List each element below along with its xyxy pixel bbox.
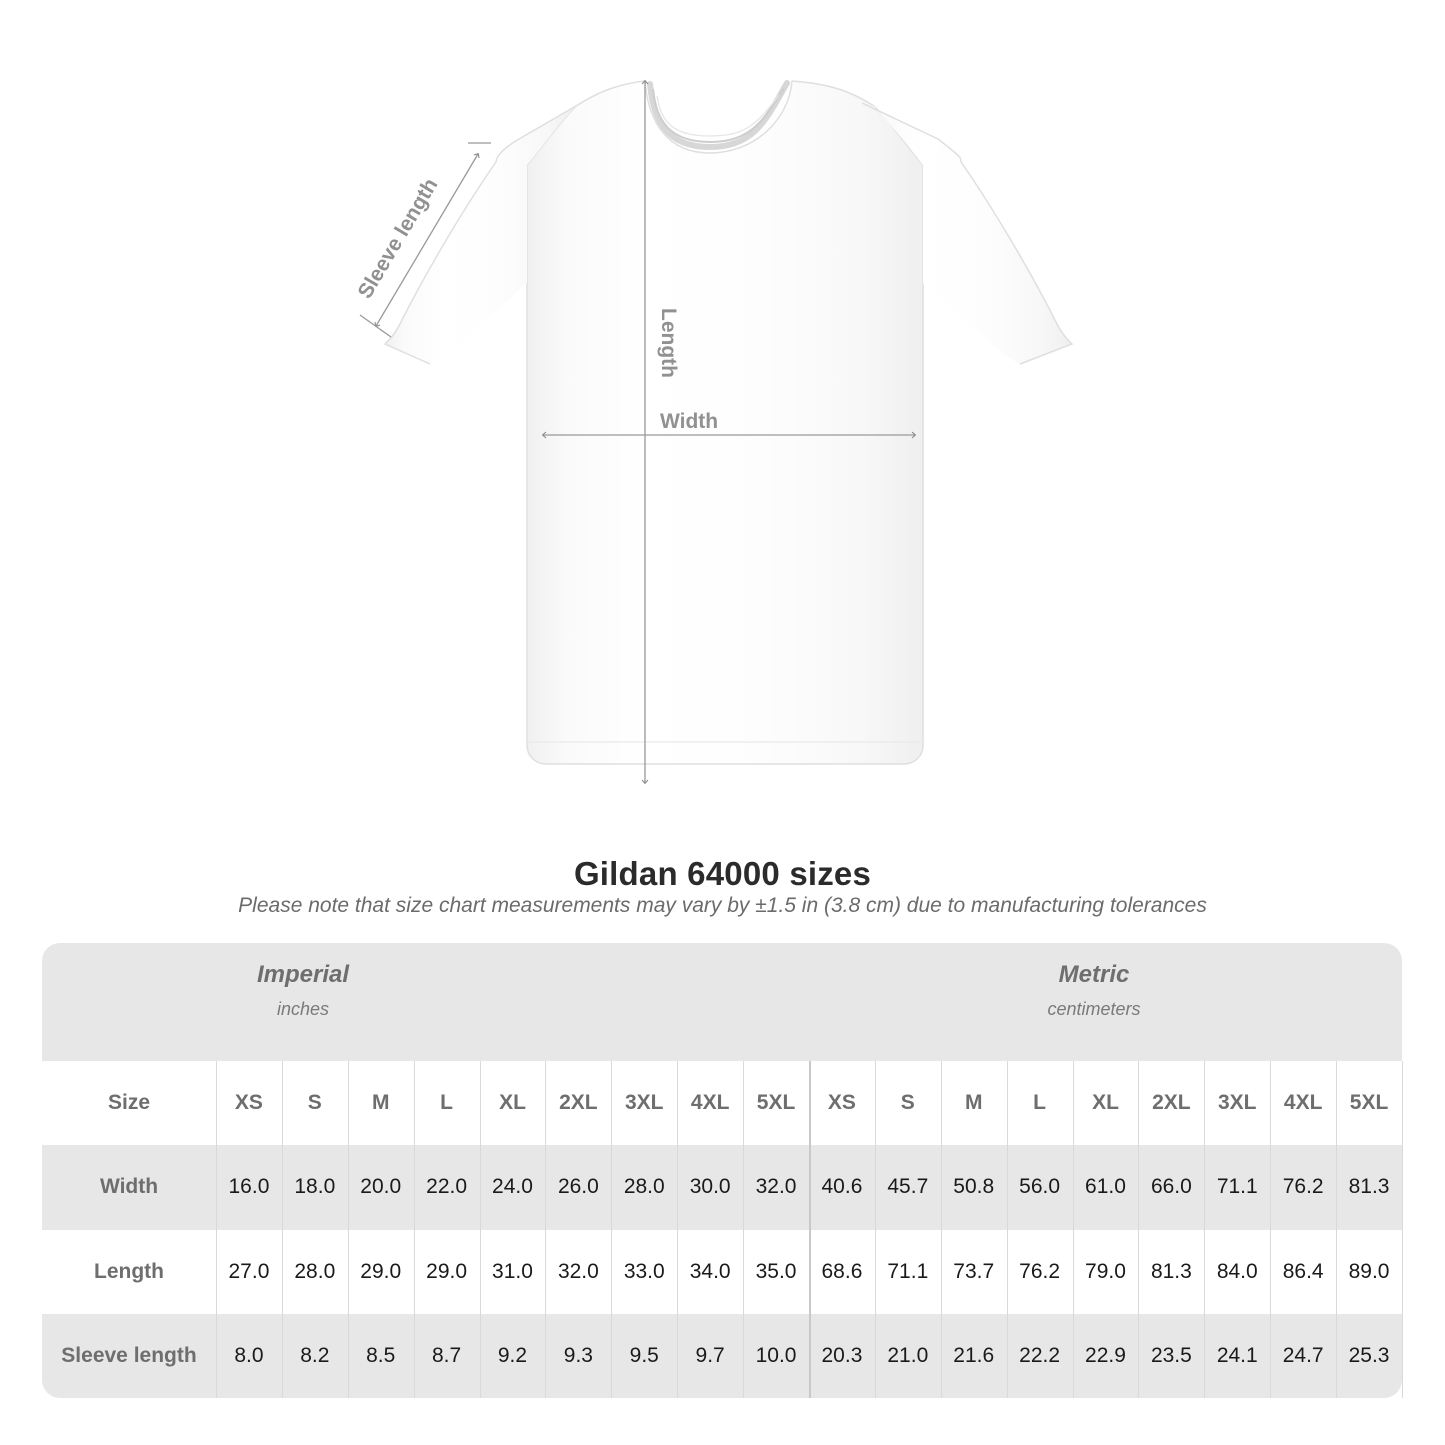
svg-text:Width: Width <box>660 410 718 433</box>
svg-text:Length: Length <box>657 308 680 378</box>
